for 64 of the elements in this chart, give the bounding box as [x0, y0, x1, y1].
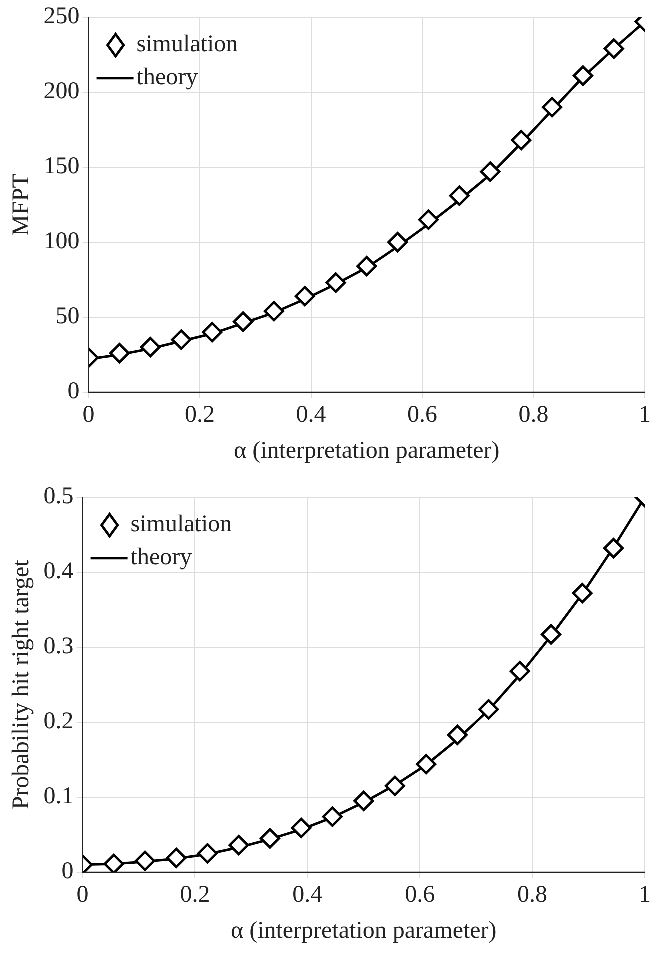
- point: [384, 776, 406, 796]
- point: [260, 828, 280, 849]
- point: [572, 583, 593, 604]
- point: [542, 97, 563, 118]
- y-tick-label: 0: [68, 378, 80, 405]
- y-tick-label: 0: [62, 858, 74, 885]
- point: [478, 699, 500, 720]
- x-tick-label: 0.8: [518, 402, 549, 428]
- point: [480, 162, 501, 182]
- legend-label: simulation: [136, 32, 238, 58]
- point: [264, 301, 284, 322]
- point: [233, 312, 254, 332]
- point: [104, 854, 124, 872]
- y-tick-label: 0.4: [44, 558, 74, 585]
- point: [604, 38, 624, 60]
- point: [511, 130, 532, 151]
- point: [356, 256, 378, 277]
- legend-label: theory: [136, 64, 198, 91]
- point: [418, 210, 439, 230]
- x-tick-label: 0.6: [408, 402, 438, 428]
- point: [447, 724, 468, 746]
- y-tick-label: 0.3: [44, 634, 74, 660]
- point: [449, 186, 470, 206]
- y-tick-label: 0.1: [44, 784, 74, 810]
- point: [202, 322, 223, 343]
- y-axis-title: Probability hit right target: [8, 560, 35, 810]
- x-tick-label: 0.4: [296, 402, 326, 428]
- point: [510, 661, 530, 682]
- legend-label: theory: [130, 544, 192, 571]
- x-tick-label: 1: [639, 882, 651, 908]
- point: [294, 286, 316, 307]
- point: [603, 538, 624, 559]
- point: [416, 754, 437, 775]
- point: [572, 66, 594, 86]
- y-tick-label: 50: [56, 304, 80, 330]
- y-tick-label: 250: [44, 4, 80, 30]
- y-tick-label: 100: [44, 228, 80, 255]
- point: [354, 790, 374, 812]
- point: [322, 806, 343, 828]
- legend-label: simulation: [130, 512, 232, 538]
- x-tick-label: 0.4: [292, 882, 323, 908]
- y-tick-label: 0.2: [44, 708, 74, 735]
- point: [197, 843, 218, 864]
- x-axis-title: α (interpretation parameter): [231, 918, 497, 944]
- y-axis-title: MFPT: [8, 173, 35, 236]
- x-tick-label: 0.8: [518, 882, 548, 908]
- x-tick-label: 0.6: [405, 882, 436, 908]
- y-tick-label: 0.5: [44, 484, 74, 510]
- point: [291, 818, 312, 838]
- point: [109, 343, 130, 364]
- x-tick-label: 0.2: [180, 882, 210, 908]
- point: [541, 624, 562, 645]
- x-axis-title: α (interpretation parameter): [234, 438, 500, 464]
- point: [166, 848, 187, 868]
- point: [171, 330, 192, 350]
- point: [388, 232, 408, 253]
- point: [135, 850, 156, 872]
- point: [228, 835, 250, 856]
- point: [326, 272, 346, 294]
- y-tick-label: 150: [44, 154, 80, 180]
- x-tick-label: 1: [639, 402, 651, 428]
- point: [140, 337, 161, 358]
- y-tick-label: 200: [44, 78, 80, 105]
- x-tick-label: 0.2: [185, 402, 216, 428]
